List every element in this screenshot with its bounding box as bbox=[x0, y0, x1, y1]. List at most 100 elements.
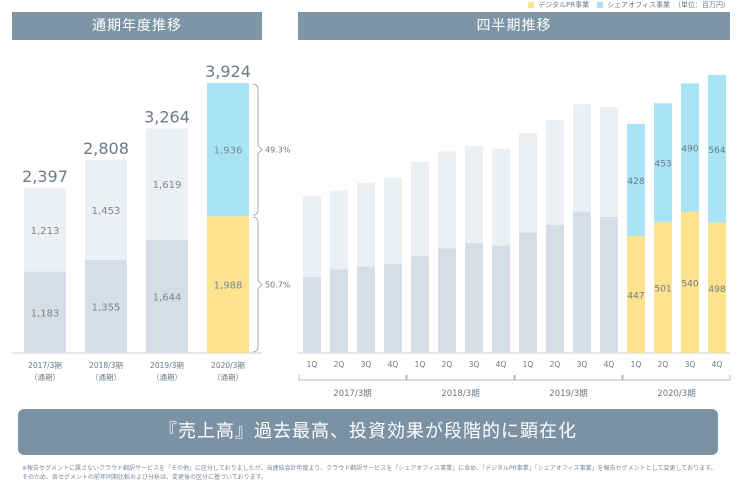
annual-category-sub: （通期） bbox=[213, 372, 243, 382]
quarter-label-digital: 540 bbox=[681, 279, 698, 289]
year-group-bracket bbox=[298, 375, 407, 381]
annual-total-label: 3,264 bbox=[144, 107, 190, 126]
annual-label-share: 1,619 bbox=[153, 180, 182, 191]
quarter-label-share: 453 bbox=[654, 160, 671, 170]
quarter-bar-share bbox=[384, 177, 402, 264]
quarter-tick-label: 4Q bbox=[604, 360, 615, 369]
legend-digital-swatch bbox=[528, 2, 535, 8]
quarter-label-share: 490 bbox=[681, 144, 698, 154]
quarter-bar-digital bbox=[654, 221, 672, 353]
quarter-bar-digital bbox=[519, 232, 537, 353]
year-group-label: 2017/3期 bbox=[333, 389, 371, 399]
legend: デジタルPR事業 シェアオフィス事業 （単位：百万円） bbox=[528, 0, 730, 10]
annual-header: 通期年度推移 bbox=[12, 12, 262, 40]
quarter-bar-digital bbox=[681, 211, 699, 353]
digital-ratio-label: 50.7% bbox=[265, 281, 291, 290]
annual-label-digital: 1,355 bbox=[92, 302, 121, 313]
quarter-tick-label: 1Q bbox=[523, 360, 534, 369]
annual-label-digital: 1,988 bbox=[214, 281, 243, 292]
quarter-tick-label: 1Q bbox=[631, 360, 642, 369]
legend-unit: （単位：百万円） bbox=[674, 1, 730, 9]
quarter-label-share: 564 bbox=[708, 146, 725, 156]
quarter-bar-digital bbox=[627, 235, 645, 353]
quarter-tick-label: 1Q bbox=[307, 360, 318, 369]
quarter-tick-label: 3Q bbox=[685, 360, 696, 369]
quarter-bar-share bbox=[654, 103, 672, 222]
annual-bar-digital bbox=[207, 216, 249, 353]
annual-bar-share bbox=[85, 159, 127, 260]
share-ratio-brace bbox=[252, 83, 263, 216]
quarterly-header: 四半期推移 bbox=[298, 12, 730, 40]
annual-bar-share bbox=[146, 128, 188, 240]
quarter-bar-digital bbox=[573, 211, 591, 353]
legend-digital-label: デジタルPR事業 bbox=[538, 1, 590, 9]
quarter-tick-label: 2Q bbox=[550, 360, 561, 369]
year-group-label: 2019/3期 bbox=[549, 389, 587, 399]
quarter-bar-digital bbox=[303, 277, 321, 353]
annual-label-digital: 1,183 bbox=[31, 308, 60, 319]
digital-ratio-brace bbox=[252, 216, 263, 353]
quarter-tick-label: 4Q bbox=[496, 360, 507, 369]
annual-total-label: 3,924 bbox=[205, 62, 251, 81]
year-group-bracket bbox=[622, 375, 731, 381]
quarter-bar-digital bbox=[708, 222, 726, 353]
headline-banner: 『売上高』過去最高、投資効果が段階的に顕在化 bbox=[18, 409, 718, 455]
quarter-bar-share bbox=[600, 106, 618, 217]
annual-category-sub: （通期） bbox=[152, 372, 182, 382]
quarter-label-share: 428 bbox=[627, 177, 644, 187]
quarter-bar-share bbox=[492, 148, 510, 246]
year-group-bracket bbox=[406, 375, 515, 381]
quarter-tick-label: 4Q bbox=[712, 360, 723, 369]
quarter-tick-label: 2Q bbox=[334, 360, 345, 369]
quarter-bar-digital bbox=[492, 245, 510, 353]
annual-label-share: 1,213 bbox=[31, 226, 60, 237]
annual-total-label: 2,397 bbox=[22, 167, 68, 186]
quarter-label-digital: 447 bbox=[627, 291, 644, 301]
chart-canvas: 1,183 1,213 2,397 2017/3期 （通期） 1,355 1,453 2,80… bbox=[12, 62, 731, 399]
quarter-label-digital: 498 bbox=[708, 285, 725, 295]
quarter-bar-digital bbox=[600, 216, 618, 353]
quarter-bar-digital bbox=[330, 269, 348, 353]
quarter-bar-share bbox=[465, 146, 483, 244]
annual-bar-digital bbox=[24, 271, 66, 353]
quarter-tick-label: 3Q bbox=[361, 360, 372, 369]
quarter-label-digital: 501 bbox=[654, 284, 671, 294]
quarter-tick-label: 4Q bbox=[388, 360, 399, 369]
annual-label-share: 1,453 bbox=[92, 206, 121, 217]
annual-category-label: 2019/3期 bbox=[150, 361, 184, 370]
annual-category-label: 2017/3期 bbox=[28, 361, 62, 370]
quarter-bar-share bbox=[411, 161, 429, 257]
year-group-label: 2018/3期 bbox=[441, 389, 479, 399]
quarter-bar-share bbox=[357, 182, 375, 267]
quarter-bar-share bbox=[681, 83, 699, 212]
annual-category-sub: （通期） bbox=[91, 372, 121, 382]
quarter-bar-share bbox=[627, 123, 645, 236]
legend-share-label: シェアオフィス事業 bbox=[607, 1, 670, 9]
quarter-bar-digital bbox=[357, 266, 375, 353]
quarter-bar-share bbox=[573, 104, 591, 212]
annual-bar-share bbox=[207, 83, 249, 217]
quarter-bar-share bbox=[330, 190, 348, 270]
quarter-bar-digital bbox=[465, 243, 483, 353]
legend-share-swatch bbox=[597, 2, 604, 8]
quarter-tick-label: 2Q bbox=[442, 360, 453, 369]
quarter-bar-digital bbox=[411, 256, 429, 353]
quarter-bar-share bbox=[546, 119, 564, 225]
annual-total-label: 2,808 bbox=[83, 139, 129, 158]
quarter-bar-share bbox=[303, 195, 321, 278]
annual-label-share: 1,936 bbox=[214, 146, 243, 157]
quarter-bar-digital bbox=[546, 224, 564, 353]
quarter-tick-label: 3Q bbox=[469, 360, 480, 369]
quarter-bar-share bbox=[519, 133, 537, 233]
quarter-bar-digital bbox=[438, 248, 456, 353]
annual-bar-digital bbox=[146, 239, 188, 353]
quarter-bar-share bbox=[708, 74, 726, 223]
annual-category-label: 2020/3期 bbox=[211, 361, 245, 370]
quarter-bar-share bbox=[438, 151, 456, 249]
annual-category-sub: （通期） bbox=[30, 372, 60, 382]
annual-label-digital: 1,644 bbox=[153, 292, 182, 303]
year-group-bracket bbox=[514, 375, 623, 381]
quarter-tick-label: 1Q bbox=[415, 360, 426, 369]
year-group-label: 2020/3期 bbox=[657, 389, 695, 399]
quarter-tick-label: 3Q bbox=[577, 360, 588, 369]
